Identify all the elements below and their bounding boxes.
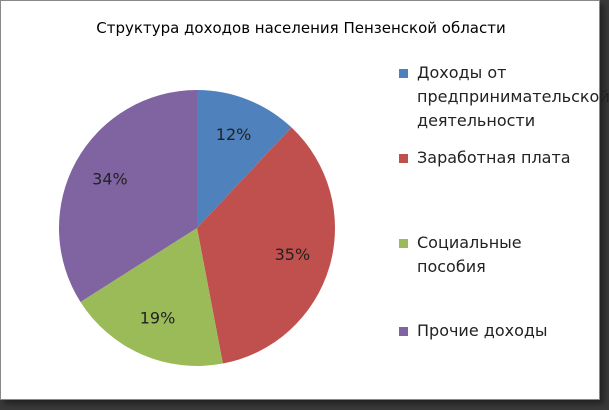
legend-item: Социальные пособия [399,231,589,279]
legend-swatch [399,327,408,336]
legend-label: Доходы от предпринимательской деятельнос… [417,63,609,130]
chart-title: Структура доходов населения Пензенской о… [96,19,505,37]
chart-panel: Структура доходов населения Пензенской о… [0,0,609,400]
pie-slice [197,90,292,228]
legend-swatch [399,69,408,78]
legend-swatch [399,154,408,163]
data-label: 19% [140,309,176,328]
data-label: 34% [92,170,128,189]
pie-slice [197,127,335,364]
pie-slice [80,228,223,366]
legend-item: Доходы от предпринимательской деятельнос… [399,61,609,133]
legend-swatch [399,239,408,248]
legend-item: Заработная плата [399,146,589,170]
legend-label: Прочие доходы [417,321,548,340]
data-label: 12% [216,125,252,144]
pie-slice [58,89,197,302]
legend-label: Социальные пособия [417,233,522,276]
legend-label: Заработная плата [417,148,571,167]
legend-item: Прочие доходы [399,319,589,343]
data-label: 35% [275,245,311,264]
chart: Структура доходов населения Пензенской о… [58,19,506,366]
